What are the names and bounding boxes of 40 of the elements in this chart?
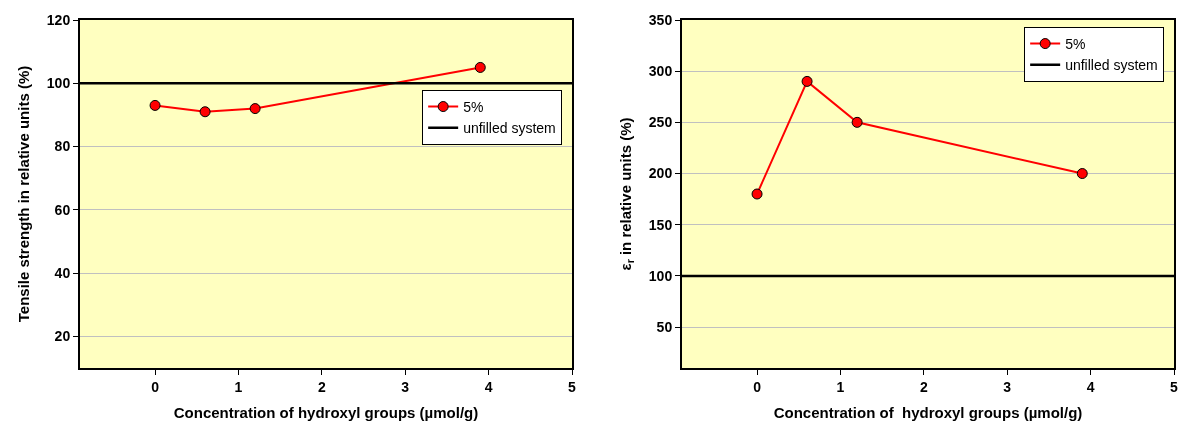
y-tick-label: 40 — [54, 264, 71, 281]
y-axis-title: Tensile strength in relative units (%) — [14, 65, 32, 323]
x-tick-label: 3 — [401, 378, 410, 395]
x-tick-label: 1 — [234, 378, 243, 395]
x-tick-label: 5 — [568, 378, 577, 395]
x-tick-label: 0 — [753, 378, 762, 395]
x-axis-title: Concentration of hydroxyl groups (µmol/g) — [173, 404, 479, 422]
point — [249, 103, 261, 115]
point — [149, 99, 161, 111]
point — [751, 188, 763, 200]
y-tick-label: 200 — [648, 165, 673, 182]
y-tick-label: 350 — [648, 11, 673, 28]
y-tick-label: 150 — [648, 216, 673, 233]
x-tick-label: 4 — [1086, 378, 1095, 395]
legend-label: unfilled system — [1065, 57, 1158, 74]
x-tick-label: 2 — [919, 378, 928, 395]
y-tick-label: 300 — [648, 63, 673, 80]
y-tick-label: 80 — [54, 138, 71, 155]
y-tick-label: 100 — [648, 267, 673, 284]
x-tick-label: 1 — [836, 378, 845, 395]
point — [199, 106, 211, 118]
legend-label: 5% — [1065, 36, 1086, 53]
legend-label: unfilled system — [463, 120, 556, 137]
point — [474, 61, 486, 73]
y-tick-label: 250 — [648, 114, 673, 131]
x-tick-label: 2 — [317, 378, 326, 395]
x-axis-title: Concentration of hydroxyl groups (µmol/g) — [773, 404, 1083, 422]
legend-label: 5% — [463, 99, 484, 115]
point — [801, 75, 813, 87]
y-tick-label: 50 — [656, 318, 673, 335]
x-tick-label: 0 — [151, 378, 160, 395]
point — [851, 116, 863, 128]
x-tick-label: 3 — [1003, 378, 1012, 395]
x-tick-label: 5 — [1170, 378, 1179, 395]
x-tick-label: 4 — [484, 378, 493, 395]
y-tick-label: 20 — [54, 328, 71, 345]
y-tick-label: 60 — [54, 201, 71, 218]
y-tick-label: 100 — [46, 75, 71, 92]
y-tick-label: 120 — [46, 11, 71, 28]
point — [1076, 168, 1088, 180]
